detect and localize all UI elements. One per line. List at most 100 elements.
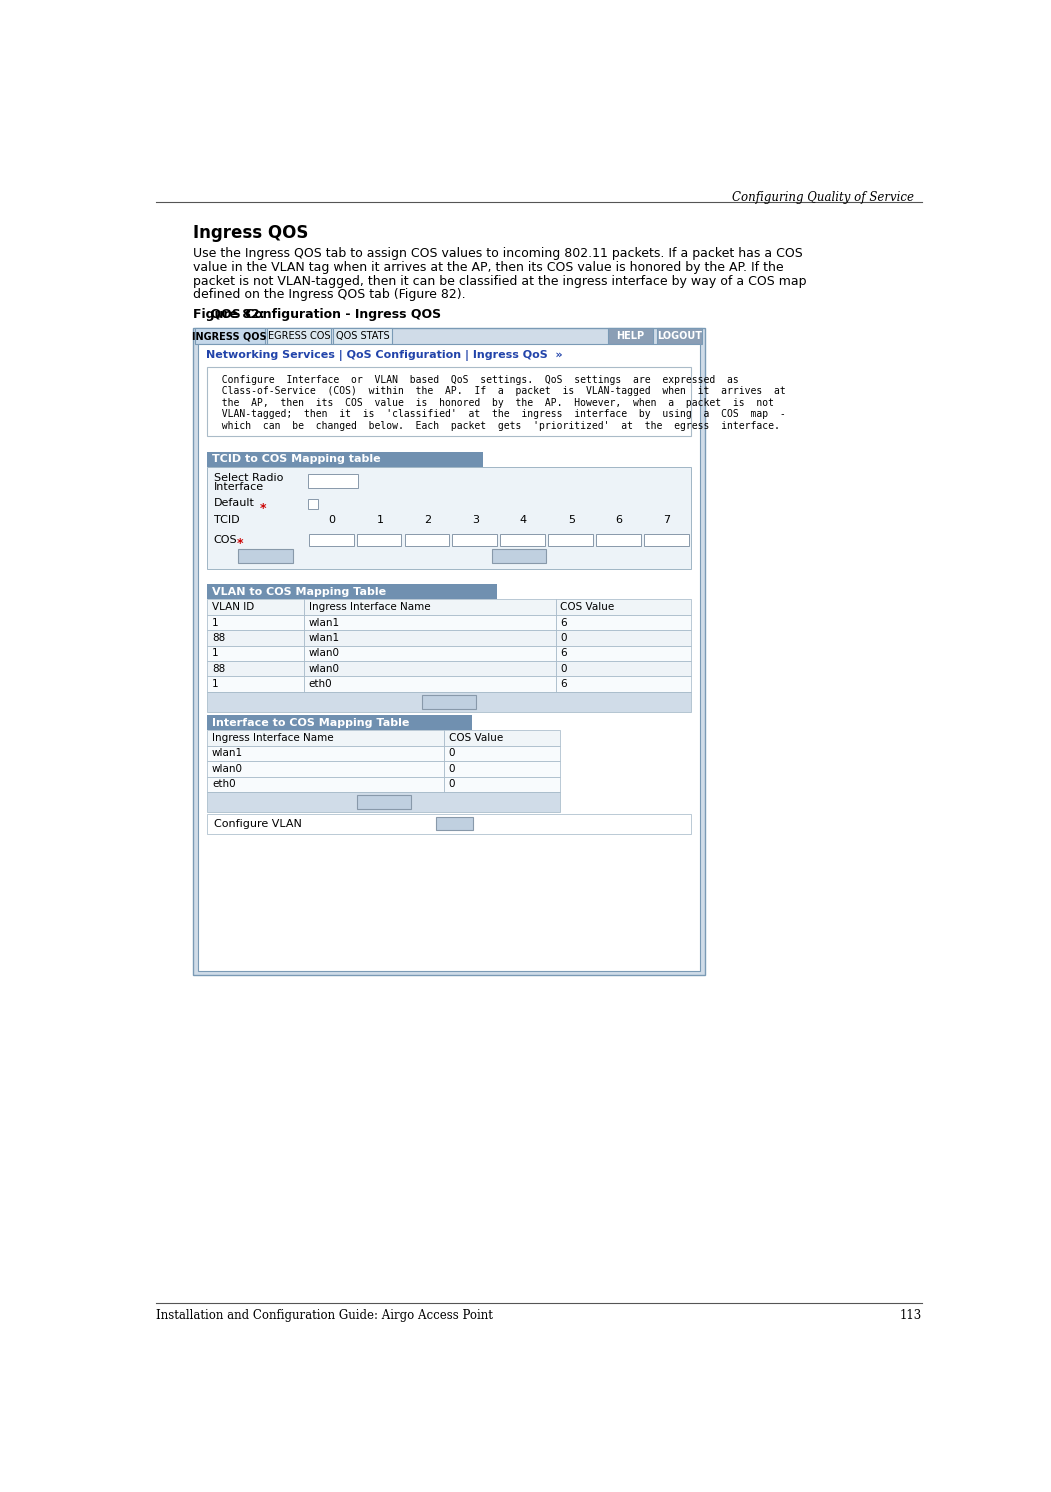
Text: Configure VLAN: Configure VLAN bbox=[213, 819, 302, 828]
Bar bbox=[207, 452, 483, 467]
Bar bbox=[207, 600, 304, 615]
Text: wlan1: wlan1 bbox=[212, 749, 243, 758]
Text: 6: 6 bbox=[551, 536, 557, 545]
Bar bbox=[308, 498, 318, 509]
Text: 1: 1 bbox=[212, 649, 219, 658]
Bar bbox=[207, 676, 304, 692]
Text: QOS Configuration - Ingress QOS: QOS Configuration - Ingress QOS bbox=[193, 309, 441, 321]
Text: 6: 6 bbox=[646, 536, 653, 545]
Bar bbox=[308, 474, 358, 488]
Text: 6: 6 bbox=[616, 515, 622, 525]
Text: LOGOUT: LOGOUT bbox=[657, 331, 702, 342]
Text: INGRESS QOS: INGRESS QOS bbox=[192, 331, 267, 342]
Text: 0: 0 bbox=[449, 779, 455, 789]
Text: eth0: eth0 bbox=[212, 779, 235, 789]
Bar bbox=[452, 534, 497, 546]
Text: 1: 1 bbox=[212, 618, 219, 628]
Text: ▼: ▼ bbox=[539, 537, 543, 543]
Text: Default: Default bbox=[213, 498, 254, 509]
Text: 1: 1 bbox=[212, 679, 219, 689]
Bar bbox=[304, 600, 556, 615]
Bar bbox=[596, 534, 641, 546]
Text: 0: 0 bbox=[359, 536, 365, 545]
Bar bbox=[444, 761, 560, 776]
Bar bbox=[333, 328, 392, 343]
Bar bbox=[556, 676, 691, 692]
Bar bbox=[207, 583, 497, 600]
Text: ▼: ▼ bbox=[444, 537, 448, 543]
Text: GO »: GO » bbox=[442, 819, 467, 828]
Bar bbox=[198, 343, 700, 971]
Text: Ingress Interface Name: Ingress Interface Name bbox=[309, 603, 430, 612]
Bar bbox=[207, 776, 444, 792]
Text: 5: 5 bbox=[568, 515, 575, 525]
Bar bbox=[492, 549, 547, 562]
Bar bbox=[500, 534, 545, 546]
Text: TCID to COS Mapping table: TCID to COS Mapping table bbox=[212, 455, 380, 464]
Text: wlan0: wlan0 bbox=[309, 649, 339, 658]
Text: which  can  be  changed  below.  Each  packet  gets  'prioritized'  at  the  egr: which can be changed below. Each packet … bbox=[210, 421, 780, 431]
Text: 6: 6 bbox=[598, 536, 604, 545]
Bar bbox=[556, 630, 691, 646]
Bar bbox=[657, 328, 702, 343]
Text: 6: 6 bbox=[560, 649, 566, 658]
Bar bbox=[444, 731, 560, 746]
Text: 6: 6 bbox=[560, 618, 566, 628]
Text: ADD: ADD bbox=[372, 797, 395, 807]
Bar bbox=[207, 813, 691, 834]
Bar bbox=[556, 661, 691, 676]
Bar bbox=[304, 646, 556, 661]
Text: 4: 4 bbox=[520, 515, 527, 525]
Bar bbox=[556, 646, 691, 661]
Text: wlan0: wlan0 bbox=[309, 664, 339, 674]
Bar bbox=[304, 661, 556, 676]
Text: ▼: ▼ bbox=[395, 537, 400, 543]
Text: COS: COS bbox=[213, 536, 238, 545]
Text: COS Value: COS Value bbox=[449, 733, 502, 743]
Text: 3: 3 bbox=[472, 515, 479, 525]
Text: 0: 0 bbox=[560, 633, 566, 643]
Text: 1: 1 bbox=[376, 515, 384, 525]
Text: Configuring Quality of Service: Configuring Quality of Service bbox=[733, 191, 914, 203]
Text: ▼: ▼ bbox=[682, 537, 687, 543]
Text: eth0: eth0 bbox=[309, 679, 332, 689]
Text: ▼: ▼ bbox=[635, 537, 639, 543]
Text: 113: 113 bbox=[900, 1308, 922, 1322]
Bar bbox=[207, 646, 304, 661]
Bar bbox=[644, 534, 688, 546]
Bar bbox=[444, 776, 560, 792]
Bar bbox=[193, 328, 705, 976]
Text: 0: 0 bbox=[449, 764, 455, 774]
Text: Networking Services | QoS Configuration | Ingress QoS  »: Networking Services | QoS Configuration … bbox=[206, 349, 562, 361]
Text: 0: 0 bbox=[407, 536, 413, 545]
Text: wlan0: wlan0 bbox=[212, 764, 243, 774]
Text: value in the VLAN tag when it arrives at the AP, then its COS value is honored b: value in the VLAN tag when it arrives at… bbox=[193, 261, 784, 273]
Bar bbox=[207, 367, 691, 436]
Text: 4: 4 bbox=[502, 536, 509, 545]
Text: *: * bbox=[236, 537, 243, 551]
Bar bbox=[356, 795, 411, 809]
Text: the  AP,  then  its  COS  value  is  honored  by  the  AP.  However,  when  a  p: the AP, then its COS value is honored by… bbox=[210, 398, 775, 407]
Text: Class-of-Service  (COS)  within  the  AP.  If  a  packet  is  VLAN-tagged  when : Class-of-Service (COS) within the AP. If… bbox=[210, 386, 786, 397]
Text: wlan1: wlan1 bbox=[309, 633, 339, 643]
Text: APPLY: APPLY bbox=[249, 551, 283, 561]
Bar bbox=[207, 715, 472, 731]
Bar bbox=[556, 615, 691, 630]
Text: RESET: RESET bbox=[501, 551, 536, 561]
Bar bbox=[207, 630, 304, 646]
Text: Select Radio: Select Radio bbox=[213, 473, 283, 483]
Text: HELP: HELP bbox=[617, 331, 644, 342]
Text: 88: 88 bbox=[212, 633, 225, 643]
Bar bbox=[423, 695, 476, 709]
Bar bbox=[304, 676, 556, 692]
Text: COS Value: COS Value bbox=[560, 603, 615, 612]
Bar bbox=[405, 534, 450, 546]
Text: 0: 0 bbox=[329, 515, 335, 525]
Bar bbox=[556, 600, 691, 615]
Bar bbox=[239, 549, 292, 562]
Bar bbox=[309, 534, 353, 546]
Text: VLAN-tagged;  then  it  is  'classified'  at  the  ingress  interface  by  using: VLAN-tagged; then it is 'classified' at … bbox=[210, 409, 786, 419]
Text: packet is not VLAN-tagged, then it can be classified at the ingress interface by: packet is not VLAN-tagged, then it can b… bbox=[193, 275, 807, 288]
Bar bbox=[267, 328, 331, 343]
Text: defined on the Ingress QOS tab (Figure 82).: defined on the Ingress QOS tab (Figure 8… bbox=[193, 288, 466, 301]
